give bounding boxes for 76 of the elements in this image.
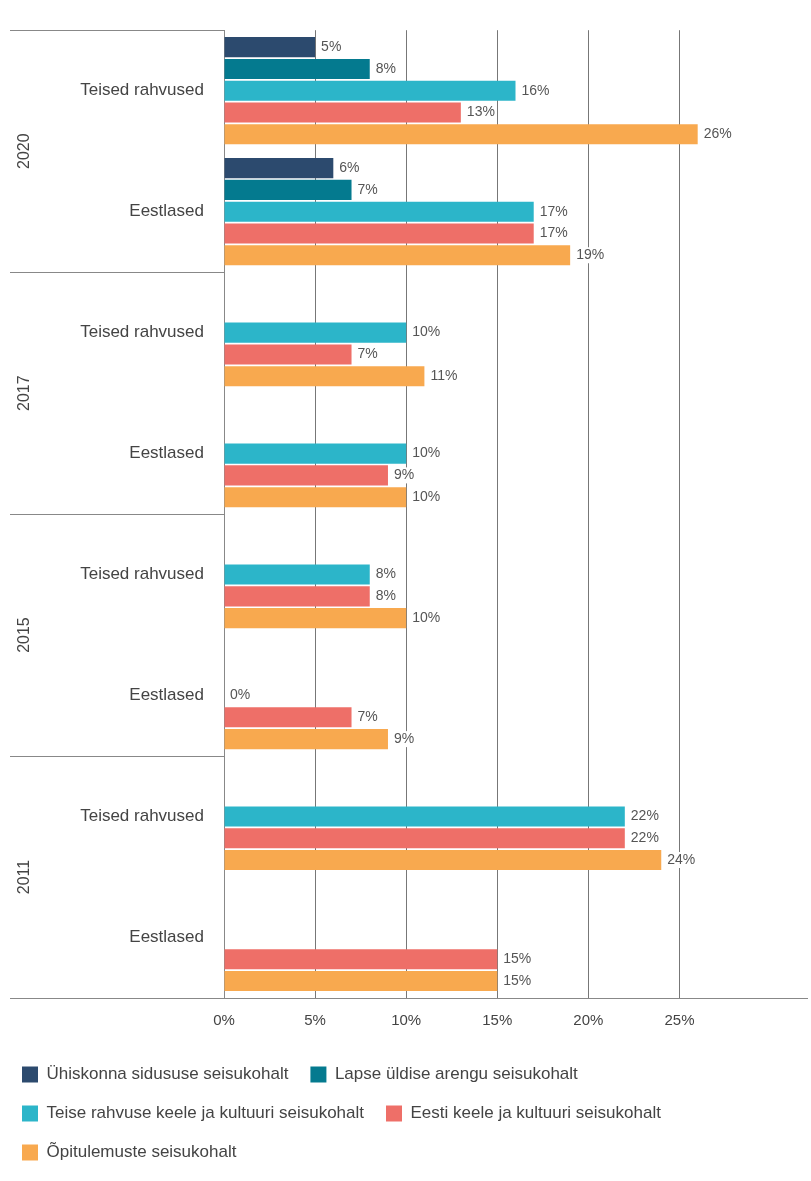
data-label: 16%	[521, 81, 550, 98]
data-label: 24%	[667, 850, 696, 867]
data-label: 8%	[375, 587, 396, 604]
data-label: 17%	[539, 224, 568, 241]
text: 2011	[15, 859, 33, 895]
x-tick-label: 0%	[213, 1011, 235, 1029]
bar	[224, 465, 388, 486]
bar	[224, 729, 388, 750]
data-label: 22%	[630, 829, 659, 846]
bar	[224, 806, 625, 827]
bar	[224, 344, 352, 365]
data-label: 10%	[412, 444, 441, 461]
data-label: 26%	[703, 125, 732, 142]
legend-label: Lapse üldise arengu seisukohalt	[334, 1064, 579, 1084]
bar	[224, 124, 698, 145]
bar	[224, 179, 352, 200]
bar	[224, 158, 334, 179]
bar	[224, 37, 316, 58]
data-label: 8%	[375, 565, 396, 582]
bar	[224, 608, 407, 629]
bar	[224, 971, 498, 992]
text: 2020	[15, 133, 33, 169]
data-label: 22%	[630, 807, 659, 824]
data-label: 7%	[357, 180, 378, 197]
data-label: 7%	[357, 345, 378, 362]
text: 2015	[15, 617, 33, 653]
bar	[224, 707, 352, 728]
text: 2017	[15, 375, 33, 411]
bar	[224, 828, 625, 849]
bar	[224, 443, 407, 464]
data-label: 7%	[357, 708, 378, 725]
x-tick-label: 15%	[482, 1011, 513, 1029]
bar	[224, 564, 370, 585]
data-label: 10%	[412, 323, 441, 340]
bar	[224, 586, 370, 607]
y-tick-label: Eestlased	[129, 927, 204, 947]
y-tick-label: Eestlased	[129, 685, 204, 705]
data-label: 9%	[393, 466, 415, 483]
data-label: 10%	[412, 609, 441, 625]
data-label: 6%	[339, 158, 360, 175]
y-tick-label: Teised rahvused	[80, 806, 204, 826]
legend-label: Ühiskonna sidususe seisukohalt	[46, 1064, 289, 1084]
data-label: 0%	[230, 686, 251, 703]
bar	[224, 201, 534, 222]
x-tick-label: 5%	[304, 1011, 326, 1029]
bar	[224, 366, 425, 387]
x-tick-label: 25%	[664, 1011, 695, 1029]
data-label: 13%	[466, 103, 495, 120]
legend-label: Õpitulemuste seisukohalt	[46, 1142, 237, 1162]
data-label: 17%	[539, 202, 568, 219]
bar	[224, 949, 498, 970]
data-label: 10%	[412, 488, 441, 505]
legend-label: Eesti keele ja kultuuri seisukohalt	[410, 1103, 662, 1123]
x-tick-label: 10%	[391, 1011, 422, 1029]
bar	[224, 80, 516, 101]
bar	[224, 58, 370, 79]
bar	[224, 850, 662, 871]
data-label: 19%	[576, 246, 605, 263]
data-label: 8%	[375, 59, 396, 76]
y-tick-label: Teised rahvused	[80, 80, 204, 100]
y-tick-label: Eestlased	[129, 443, 204, 463]
bar	[224, 245, 571, 266]
y-tick-label: Teised rahvused	[80, 322, 204, 342]
data-label: 15%	[503, 950, 532, 967]
data-label: 9%	[393, 729, 415, 746]
x-tick-label: 20%	[573, 1011, 604, 1029]
bar	[224, 487, 407, 508]
bar	[224, 322, 407, 343]
bar	[224, 223, 534, 244]
y-tick-label: Eestlased	[129, 201, 204, 221]
y-tick-label: Teised rahvused	[80, 564, 204, 584]
bar	[224, 102, 461, 123]
data-label: 11%	[430, 367, 458, 384]
data-label: 5%	[321, 38, 342, 54]
data-label: 15%	[503, 971, 532, 988]
legend-label: Teise rahvuse keele ja kultuuri seisukohalt	[46, 1103, 365, 1123]
